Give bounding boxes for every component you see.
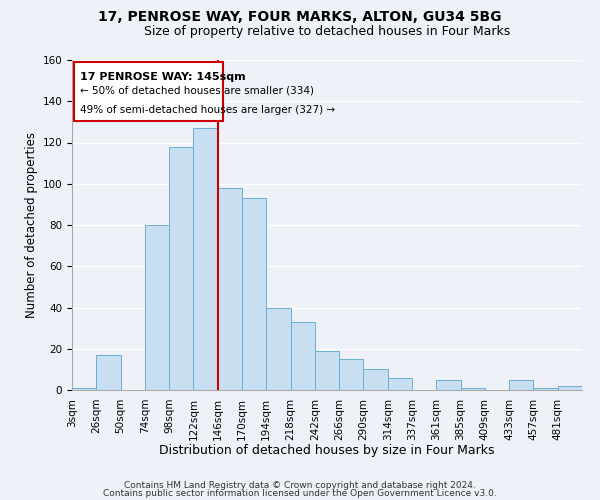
Bar [558, 386, 582, 390]
Text: 49% of semi-detached houses are larger (327) →: 49% of semi-detached houses are larger (… [80, 104, 335, 115]
Bar [193, 128, 218, 390]
Bar [533, 388, 558, 390]
Bar [315, 351, 339, 390]
Bar [266, 308, 290, 390]
Text: 17, PENROSE WAY, FOUR MARKS, ALTON, GU34 5BG: 17, PENROSE WAY, FOUR MARKS, ALTON, GU34… [98, 10, 502, 24]
Bar [339, 359, 364, 390]
Bar [290, 322, 315, 390]
Bar [96, 355, 121, 390]
Bar [72, 388, 96, 390]
Text: Contains public sector information licensed under the Open Government Licence v3: Contains public sector information licen… [103, 488, 497, 498]
Bar [388, 378, 412, 390]
X-axis label: Distribution of detached houses by size in Four Marks: Distribution of detached houses by size … [159, 444, 495, 457]
Text: 17 PENROSE WAY: 145sqm: 17 PENROSE WAY: 145sqm [80, 72, 246, 83]
Bar [242, 198, 266, 390]
Bar [436, 380, 461, 390]
Text: ← 50% of detached houses are smaller (334): ← 50% of detached houses are smaller (33… [80, 86, 314, 96]
Bar [509, 380, 533, 390]
Text: Contains HM Land Registry data © Crown copyright and database right 2024.: Contains HM Land Registry data © Crown c… [124, 481, 476, 490]
Y-axis label: Number of detached properties: Number of detached properties [25, 132, 38, 318]
Bar [461, 388, 485, 390]
Bar [145, 225, 169, 390]
Bar [169, 146, 193, 390]
Bar [364, 370, 388, 390]
Bar [218, 188, 242, 390]
FancyBboxPatch shape [74, 62, 223, 121]
Title: Size of property relative to detached houses in Four Marks: Size of property relative to detached ho… [144, 25, 510, 38]
